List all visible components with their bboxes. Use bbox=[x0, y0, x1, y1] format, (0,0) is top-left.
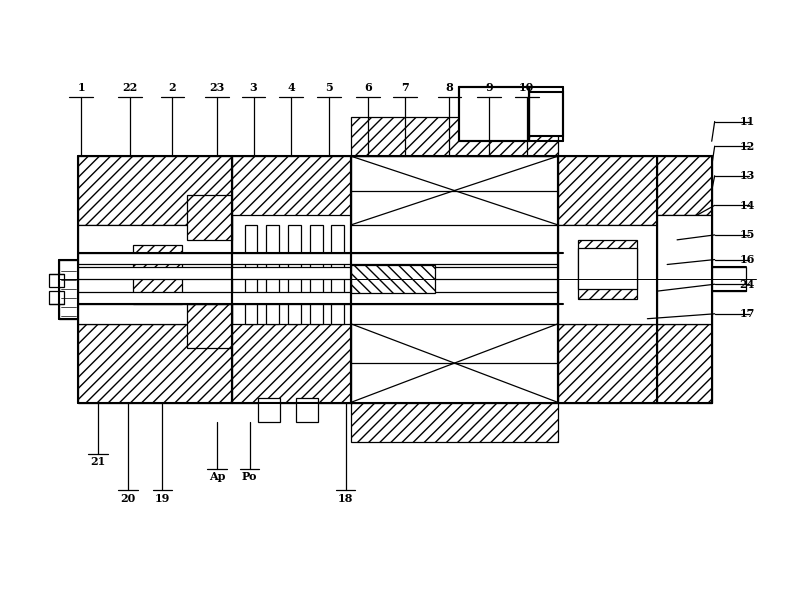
Text: 24: 24 bbox=[739, 279, 755, 290]
Bar bbox=[78, 292, 563, 304]
Text: 20: 20 bbox=[120, 493, 135, 504]
Bar bbox=[310, 225, 323, 323]
Text: 13: 13 bbox=[739, 170, 755, 181]
Text: Po: Po bbox=[242, 471, 258, 482]
Text: 12: 12 bbox=[739, 141, 754, 152]
Text: 18: 18 bbox=[338, 493, 354, 504]
Text: 15: 15 bbox=[739, 229, 755, 240]
Bar bbox=[558, 225, 658, 323]
Bar bbox=[529, 92, 563, 137]
Bar bbox=[258, 398, 280, 422]
Bar bbox=[558, 156, 658, 225]
Text: 17: 17 bbox=[739, 308, 755, 319]
Bar bbox=[245, 225, 258, 323]
Bar bbox=[266, 225, 279, 323]
Text: 2: 2 bbox=[169, 83, 176, 93]
Bar bbox=[58, 259, 78, 319]
Polygon shape bbox=[350, 323, 558, 403]
Bar bbox=[712, 267, 746, 291]
Text: 21: 21 bbox=[90, 456, 106, 467]
Bar bbox=[578, 240, 638, 299]
Text: 3: 3 bbox=[250, 83, 258, 93]
Bar bbox=[78, 323, 232, 403]
Bar bbox=[350, 117, 558, 156]
Bar bbox=[78, 225, 232, 323]
Bar bbox=[350, 265, 434, 293]
Bar bbox=[133, 245, 182, 304]
Bar bbox=[78, 253, 563, 265]
Bar bbox=[49, 274, 63, 287]
Bar bbox=[232, 323, 350, 403]
Bar bbox=[558, 323, 658, 403]
Bar bbox=[78, 267, 563, 279]
Text: 7: 7 bbox=[401, 83, 409, 93]
Text: 19: 19 bbox=[155, 493, 170, 504]
Text: 8: 8 bbox=[446, 83, 454, 93]
Text: 14: 14 bbox=[739, 200, 755, 211]
Text: 9: 9 bbox=[485, 83, 493, 93]
Bar bbox=[330, 225, 343, 323]
Text: 10: 10 bbox=[519, 83, 534, 93]
Polygon shape bbox=[350, 156, 558, 225]
Text: 23: 23 bbox=[210, 83, 225, 93]
Text: 5: 5 bbox=[325, 83, 333, 93]
Bar bbox=[658, 215, 712, 323]
Bar bbox=[350, 403, 558, 442]
Text: 16: 16 bbox=[739, 254, 755, 265]
Bar bbox=[187, 195, 232, 240]
Bar bbox=[459, 87, 529, 141]
Bar bbox=[288, 225, 301, 323]
Bar bbox=[578, 248, 638, 289]
Bar bbox=[187, 304, 232, 348]
Text: 6: 6 bbox=[365, 83, 372, 93]
Text: 11: 11 bbox=[739, 116, 754, 127]
Bar bbox=[296, 398, 318, 422]
Bar bbox=[658, 323, 712, 403]
Bar bbox=[49, 291, 63, 304]
Text: 22: 22 bbox=[122, 83, 138, 93]
Bar bbox=[78, 156, 232, 225]
Bar bbox=[658, 156, 712, 215]
Bar bbox=[232, 156, 350, 215]
Text: Ap: Ap bbox=[209, 471, 225, 482]
Text: 1: 1 bbox=[78, 83, 85, 93]
Text: 4: 4 bbox=[287, 83, 295, 93]
